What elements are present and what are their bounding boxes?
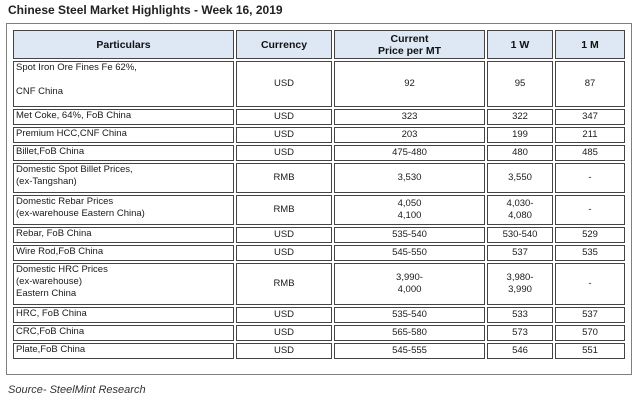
cell-current-price: 475-480 (334, 145, 485, 161)
cell-current-price: 3,990- 4,000 (334, 263, 485, 305)
page-title: Chinese Steel Market Highlights - Week 1… (8, 3, 283, 17)
cell-currency: RMB (236, 163, 332, 193)
cell-currency: USD (236, 127, 332, 143)
cell-currency: USD (236, 245, 332, 261)
cell-1w: 480 (487, 145, 553, 161)
cell-1w: 546 (487, 343, 553, 359)
cell-1w: 533 (487, 307, 553, 323)
cell-1m: 347 (555, 109, 625, 125)
header-row: Particulars Currency Current Price per M… (13, 30, 625, 59)
cell-1w: 573 (487, 325, 553, 341)
cell-current-price: 4,050 4,100 (334, 195, 485, 225)
cell-particulars: Rebar, FoB China (13, 227, 234, 243)
cell-particulars: HRC, FoB China (13, 307, 234, 323)
cell-particulars: CRC,FoB China (13, 325, 234, 341)
table-row: Domestic HRC Prices (ex-warehouse) Easte… (13, 263, 625, 305)
cell-1w: 4,030- 4,080 (487, 195, 553, 225)
cell-current-price: 545-550 (334, 245, 485, 261)
cell-current-price: 323 (334, 109, 485, 125)
cell-particulars: Spot Iron Ore Fines Fe 62%, CNF China (13, 61, 234, 107)
header-1w: 1 W (487, 30, 553, 59)
cell-currency: USD (236, 227, 332, 243)
cell-1m: 570 (555, 325, 625, 341)
table-row: Domestic Spot Billet Prices, (ex-Tangsha… (13, 163, 625, 193)
table-row: Plate,FoB China USD 545-555 546 551 (13, 343, 625, 359)
cell-1m: 529 (555, 227, 625, 243)
table-row: Domestic Rebar Prices (ex-warehouse East… (13, 195, 625, 225)
cell-1m: 485 (555, 145, 625, 161)
header-1m: 1 M (555, 30, 625, 59)
cell-current-price: 92 (334, 61, 485, 107)
cell-currency: USD (236, 343, 332, 359)
cell-1m: 535 (555, 245, 625, 261)
header-currency: Currency (236, 30, 332, 59)
cell-1w: 537 (487, 245, 553, 261)
cell-1m: - (555, 163, 625, 193)
cell-current-price: 203 (334, 127, 485, 143)
cell-currency: RMB (236, 195, 332, 225)
cell-1m: 537 (555, 307, 625, 323)
header-current-price: Current Price per MT (334, 30, 485, 59)
cell-currency: USD (236, 109, 332, 125)
cell-currency: RMB (236, 263, 332, 305)
cell-current-price: 535-540 (334, 227, 485, 243)
table-row: Premium HCC,CNF China USD 203 199 211 (13, 127, 625, 143)
cell-particulars: Premium HCC,CNF China (13, 127, 234, 143)
cell-currency: USD (236, 61, 332, 107)
cell-current-price: 3,530 (334, 163, 485, 193)
cell-current-price: 535-540 (334, 307, 485, 323)
table-row: Rebar, FoB China USD 535-540 530-540 529 (13, 227, 625, 243)
cell-particulars: Billet,FoB China (13, 145, 234, 161)
cell-particulars: Domestic HRC Prices (ex-warehouse) Easte… (13, 263, 234, 305)
cell-particulars: Domestic Rebar Prices (ex-warehouse East… (13, 195, 234, 225)
cell-1w: 3,550 (487, 163, 553, 193)
cell-1m: 87 (555, 61, 625, 107)
table-row: Billet,FoB China USD 475-480 480 485 (13, 145, 625, 161)
table-row: Spot Iron Ore Fines Fe 62%, CNF China USD… (13, 61, 625, 107)
cell-1w: 322 (487, 109, 553, 125)
cell-1m: - (555, 263, 625, 305)
cell-particulars: Met Coke, 64%, FoB China (13, 109, 234, 125)
table-row: CRC,FoB China USD 565-580 573 570 (13, 325, 625, 341)
source-note: Source- SteelMint Research (8, 384, 146, 396)
cell-current-price: 565-580 (334, 325, 485, 341)
cell-1w: 199 (487, 127, 553, 143)
cell-1m: 211 (555, 127, 625, 143)
table-row: Met Coke, 64%, FoB China USD 323 322 347 (13, 109, 625, 125)
header-particulars: Particulars (13, 30, 234, 59)
table-body: Spot Iron Ore Fines Fe 62%, CNF China USD… (13, 61, 625, 359)
cell-1w: 3,980- 3,990 (487, 263, 553, 305)
table-row: HRC, FoB China USD 535-540 533 537 (13, 307, 625, 323)
cell-1w: 530-540 (487, 227, 553, 243)
cell-currency: USD (236, 325, 332, 341)
cell-1m: 551 (555, 343, 625, 359)
table-row: Wire Rod,FoB China USD 545-550 537 535 (13, 245, 625, 261)
cell-current-price: 545-555 (334, 343, 485, 359)
cell-currency: USD (236, 145, 332, 161)
table-frame: Particulars Currency Current Price per M… (6, 23, 632, 375)
cell-1m: - (555, 195, 625, 225)
cell-1w: 95 (487, 61, 553, 107)
cell-particulars: Wire Rod,FoB China (13, 245, 234, 261)
cell-particulars: Domestic Spot Billet Prices, (ex-Tangsha… (13, 163, 234, 193)
price-table: Particulars Currency Current Price per M… (11, 28, 627, 361)
cell-particulars: Plate,FoB China (13, 343, 234, 359)
cell-currency: USD (236, 307, 332, 323)
